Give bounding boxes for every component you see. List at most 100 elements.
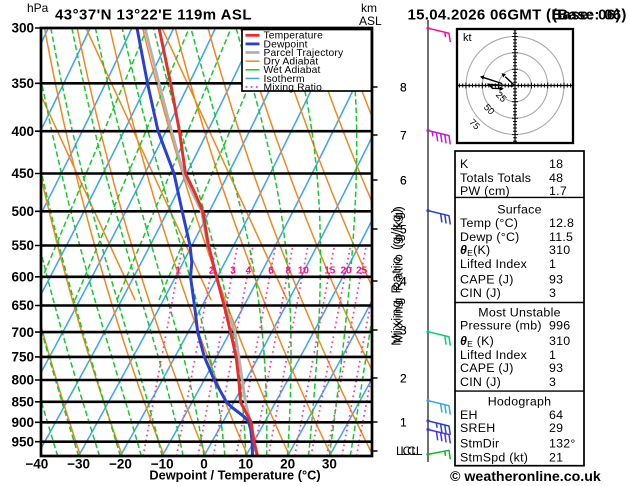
svg-text:4: 4	[400, 275, 407, 289]
svg-text:LCL: LCL	[401, 444, 423, 458]
svg-text:Lifted Index: Lifted Index	[460, 257, 528, 271]
svg-text:Totals Totals: Totals Totals	[460, 171, 531, 185]
svg-text:θE (K): θE (K)	[460, 334, 494, 349]
svg-text:Temp (°C): Temp (°C)	[460, 216, 518, 230]
svg-text:Dry Adiabat: Dry Adiabat	[264, 57, 319, 68]
svg-text:30: 30	[322, 456, 337, 471]
svg-text:Surface: Surface	[497, 203, 541, 217]
svg-text:750: 750	[11, 350, 34, 365]
svg-text:Mixing Ratio: Mixing Ratio	[264, 82, 323, 93]
svg-text:Dewp (°C): Dewp (°C)	[460, 230, 520, 244]
svg-text:1: 1	[175, 265, 181, 276]
svg-text:996: 996	[549, 319, 570, 333]
svg-text:1: 1	[549, 348, 556, 362]
svg-text:8: 8	[400, 81, 407, 95]
svg-text:1: 1	[400, 416, 407, 430]
svg-text:CIN (J): CIN (J)	[460, 375, 501, 389]
svg-text:kt: kt	[463, 32, 472, 44]
svg-text:132°: 132°	[549, 437, 576, 451]
svg-text:350: 350	[11, 76, 34, 91]
svg-text:2: 2	[209, 265, 215, 276]
svg-text:93: 93	[549, 273, 563, 287]
svg-text:7: 7	[400, 129, 407, 143]
svg-text:450: 450	[11, 166, 34, 181]
svg-text:8: 8	[286, 265, 292, 276]
svg-text:900: 900	[11, 415, 34, 430]
svg-text:CAPE (J): CAPE (J)	[460, 273, 514, 287]
svg-text:CAPE (J): CAPE (J)	[460, 361, 514, 375]
svg-text:LCL: LCL	[396, 444, 418, 458]
svg-text:0: 0	[200, 456, 208, 471]
svg-text:−40: −40	[25, 456, 48, 471]
svg-text:(Base: 06): (Base: 06)	[552, 7, 627, 24]
svg-text:48: 48	[549, 171, 563, 185]
svg-text:Mixing Ratio (g/kg): Mixing Ratio (g/kg)	[390, 205, 405, 343]
svg-text:θE(K): θE(K)	[460, 243, 490, 258]
svg-text:5: 5	[400, 223, 407, 237]
svg-text:EH: EH	[460, 408, 478, 422]
svg-text:7: 7	[400, 129, 407, 143]
svg-text:15: 15	[324, 265, 336, 276]
svg-text:6: 6	[268, 265, 274, 276]
svg-text:1: 1	[549, 257, 556, 271]
svg-text:29: 29	[549, 421, 563, 435]
svg-text:4: 4	[400, 275, 407, 289]
svg-text:18: 18	[549, 157, 563, 171]
svg-text:8: 8	[400, 81, 407, 95]
svg-text:Wet Adiabat: Wet Adiabat	[264, 65, 321, 76]
svg-text:3: 3	[400, 324, 407, 338]
svg-text:43°37'N 13°22'E 119m ASL: 43°37'N 13°22'E 119m ASL	[55, 7, 252, 24]
svg-text:93: 93	[549, 361, 563, 375]
svg-text:6: 6	[400, 174, 407, 188]
svg-text:Pressure (mb): Pressure (mb)	[460, 319, 542, 333]
svg-text:20: 20	[280, 456, 295, 471]
svg-text:650: 650	[11, 298, 34, 313]
svg-text:300: 300	[11, 21, 34, 36]
svg-text:Mixing Ratio (g/kg): Mixing Ratio (g/kg)	[389, 207, 404, 345]
svg-text:CIN (J): CIN (J)	[460, 286, 501, 300]
svg-text:K: K	[460, 157, 469, 171]
svg-text:StmDir: StmDir	[460, 437, 499, 451]
svg-text:550: 550	[11, 238, 34, 253]
svg-text:3: 3	[549, 286, 556, 300]
svg-text:−20: −20	[109, 456, 132, 471]
svg-text:800: 800	[11, 373, 34, 388]
svg-text:Parcel Trajectory: Parcel Trajectory	[264, 48, 345, 59]
svg-text:1: 1	[400, 416, 407, 430]
svg-text:km: km	[361, 1, 377, 15]
svg-text:Most Unstable: Most Unstable	[478, 306, 560, 320]
svg-text:12.8: 12.8	[549, 216, 574, 230]
svg-text:950: 950	[11, 434, 34, 449]
svg-text:Lifted Index: Lifted Index	[460, 348, 528, 362]
svg-text:3: 3	[549, 375, 556, 389]
svg-text:3: 3	[230, 265, 236, 276]
svg-text:Isotherm: Isotherm	[264, 74, 305, 85]
svg-text:SREH: SREH	[460, 421, 495, 435]
svg-text:20: 20	[340, 265, 352, 276]
svg-text:700: 700	[11, 325, 34, 340]
svg-text:64: 64	[549, 408, 563, 422]
svg-text:400: 400	[11, 124, 34, 139]
svg-text:StmSpd (kt): StmSpd (kt)	[460, 451, 528, 465]
svg-text:10: 10	[298, 265, 310, 276]
svg-text:25: 25	[356, 265, 368, 276]
svg-text:10: 10	[238, 456, 253, 471]
svg-text:PW (cm): PW (cm)	[460, 184, 510, 198]
svg-text:© weatheronline.co.uk: © weatheronline.co.uk	[450, 469, 601, 485]
svg-text:Temperature: Temperature	[264, 31, 324, 42]
svg-text:500: 500	[11, 204, 34, 219]
svg-text:600: 600	[11, 270, 34, 285]
svg-text:21: 21	[549, 451, 563, 465]
svg-text:hPa: hPa	[27, 1, 49, 15]
svg-text:310: 310	[549, 334, 570, 348]
svg-text:850: 850	[11, 395, 34, 410]
svg-text:2: 2	[400, 372, 407, 386]
svg-text:15.04.2026 06GMT (Base: 06): 15.04.2026 06GMT (Base: 06)	[408, 6, 621, 23]
svg-text:−10: −10	[151, 456, 174, 471]
svg-text:ASL: ASL	[359, 14, 382, 28]
svg-text:3: 3	[400, 324, 407, 338]
svg-text:−30: −30	[67, 456, 90, 471]
svg-text:Dewpoint / Temperature (°C): Dewpoint / Temperature (°C)	[149, 468, 320, 483]
svg-text:Dewpoint: Dewpoint	[264, 39, 308, 50]
svg-text:1.7: 1.7	[549, 184, 567, 198]
